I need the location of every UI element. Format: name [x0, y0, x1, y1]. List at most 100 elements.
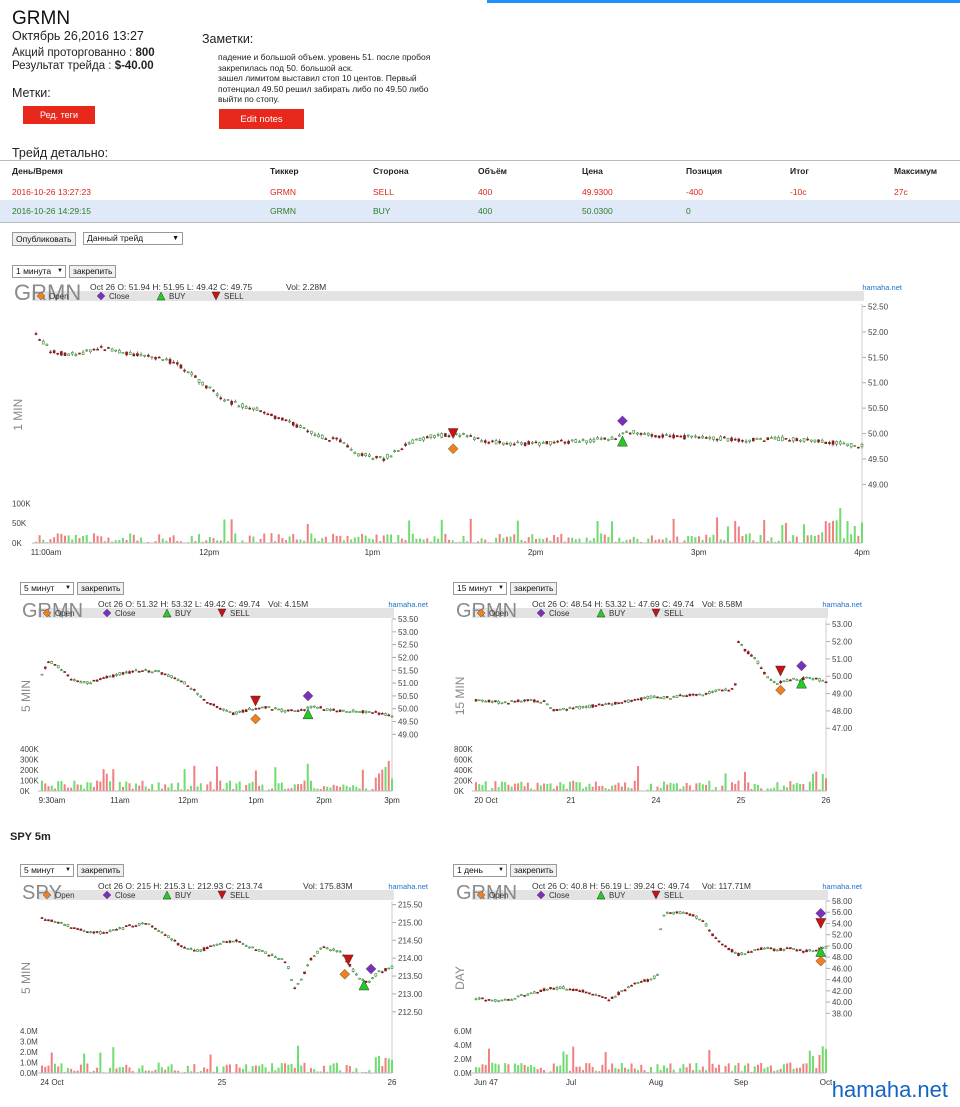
candle-body — [652, 695, 656, 698]
volume-bar — [284, 1063, 287, 1073]
candle-body — [196, 949, 199, 952]
volume-tick-label: 0.0M — [454, 1069, 472, 1078]
volume-bar — [723, 540, 726, 543]
volume-bar — [368, 538, 371, 543]
pin-button[interactable]: закрепить — [510, 582, 558, 595]
trade-scope-select[interactable]: Данный трейд ▼ — [83, 232, 183, 245]
chart-daily[interactable]: GRMN Oct 26 O: 40.8 H: 56.19 L: 39.24 C: … — [452, 879, 866, 1091]
volume-bar — [287, 1064, 290, 1073]
candle-body — [85, 349, 89, 352]
table-row[interactable]: 2016-10-26 14:29:15 GRMN BUY 400 50.0300… — [0, 200, 960, 222]
volume-bar — [760, 1062, 763, 1073]
volume-bar — [252, 536, 255, 543]
edit-tags-button[interactable]: Ред. теги — [23, 106, 95, 124]
candle-body — [134, 669, 138, 672]
x-tick-label: Sep — [734, 1078, 749, 1087]
volume-bar — [776, 1069, 779, 1073]
candle-body — [802, 438, 806, 442]
col-header: Сторона — [373, 166, 409, 176]
pin-button[interactable]: закрепить — [510, 864, 558, 877]
volume-bar — [129, 533, 132, 543]
candle-body — [160, 931, 164, 934]
candle-body — [248, 707, 251, 711]
volume-bar — [571, 537, 574, 543]
volume-bar — [478, 1067, 481, 1073]
candle-body — [368, 711, 371, 713]
candle-body — [795, 438, 799, 442]
candle-body — [342, 442, 346, 444]
volume-bar — [675, 783, 678, 791]
candle-body — [643, 433, 646, 435]
volume-bar — [568, 1070, 571, 1073]
candle-body — [121, 927, 125, 930]
y-tick-label: 49.00 — [868, 480, 889, 489]
edit-notes-button[interactable]: Edit notes — [219, 109, 304, 129]
interval-select[interactable]: 1 минута ▼ — [12, 265, 66, 278]
candle-body — [785, 947, 789, 950]
volume-bar — [659, 1070, 662, 1073]
source-label: hamaha.net — [388, 600, 429, 609]
volume-bar — [520, 781, 523, 791]
candle-body — [458, 435, 462, 437]
candle-body — [789, 947, 792, 950]
open-marker — [339, 968, 351, 980]
volume-bar — [802, 1063, 805, 1073]
volume-bar — [365, 788, 368, 791]
pin-button[interactable]: закрепить — [77, 582, 125, 595]
symbol-watermark: GRMN — [14, 280, 81, 305]
candle-body — [704, 923, 708, 927]
candle-body — [520, 442, 523, 445]
volume-bar — [701, 1066, 704, 1073]
candle-body — [293, 710, 297, 712]
candle-body — [141, 670, 144, 672]
chart-15min[interactable]: GRMN Oct 26 O: 48.54 H: 53.32 L: 47.69 C:… — [452, 597, 866, 809]
volume-bar — [698, 782, 701, 791]
y-tick-label: 47.00 — [832, 724, 853, 733]
candle-body — [555, 986, 559, 990]
chart-spy-5min[interactable]: SPY Oct 26 O: 215 H: 215.3 L: 212.93 C: 2… — [18, 879, 432, 1091]
publish-button[interactable]: Опубликовать — [12, 232, 76, 246]
interval-select[interactable]: 15 минут ▼ — [453, 582, 507, 595]
candle-body — [630, 984, 633, 987]
chart-5min[interactable]: GRMN Oct 26 O: 51.32 H: 53.32 L: 49.42 C:… — [18, 597, 432, 809]
volume-bar — [487, 1048, 490, 1073]
candle-body — [121, 672, 125, 675]
volume-bar — [176, 540, 179, 543]
volume-bar — [131, 788, 134, 791]
y-axis-label: DAY — [453, 966, 467, 990]
interval-select[interactable]: 1 день ▼ — [453, 864, 507, 877]
candle-body — [646, 696, 650, 699]
volume-bar — [382, 535, 385, 543]
pin-button[interactable]: закрепить — [69, 265, 117, 278]
interval-select[interactable]: 5 минут ▼ — [20, 582, 74, 595]
candle-body — [795, 949, 799, 952]
candle-body — [688, 693, 692, 697]
volume-bar — [38, 535, 41, 543]
chart-1min[interactable]: GRMN Oct 26 O: 51.94 H: 51.95 L: 49.42 C:… — [10, 280, 906, 563]
col-header: Позиция — [686, 166, 723, 176]
candle-body — [251, 709, 254, 711]
candle-body — [643, 697, 646, 699]
candle-body — [390, 965, 394, 969]
close-marker — [536, 890, 546, 900]
volume-bar — [60, 780, 63, 791]
candle-body — [267, 706, 271, 708]
interval-select[interactable]: 5 минут ▼ — [20, 864, 74, 877]
candle-body — [137, 923, 141, 926]
volume-bar — [712, 534, 715, 543]
candle-body — [222, 708, 225, 711]
candle-body — [384, 713, 387, 716]
candle-body — [740, 952, 744, 955]
volume-bar — [79, 784, 82, 791]
volume-bar — [271, 788, 274, 791]
candle-body — [717, 940, 721, 943]
table-row[interactable]: 2016-10-26 13:27:23 GRMN SELL 400 49.930… — [0, 180, 960, 200]
candle-body — [805, 676, 808, 679]
volume-bar — [770, 537, 773, 543]
volume-bar — [585, 786, 588, 791]
candle-body — [56, 352, 60, 355]
volume-tick-label: 600K — [454, 755, 473, 764]
pin-button[interactable]: закрепить — [77, 864, 125, 877]
volume-bar — [387, 1058, 390, 1073]
candle-body — [396, 450, 400, 452]
